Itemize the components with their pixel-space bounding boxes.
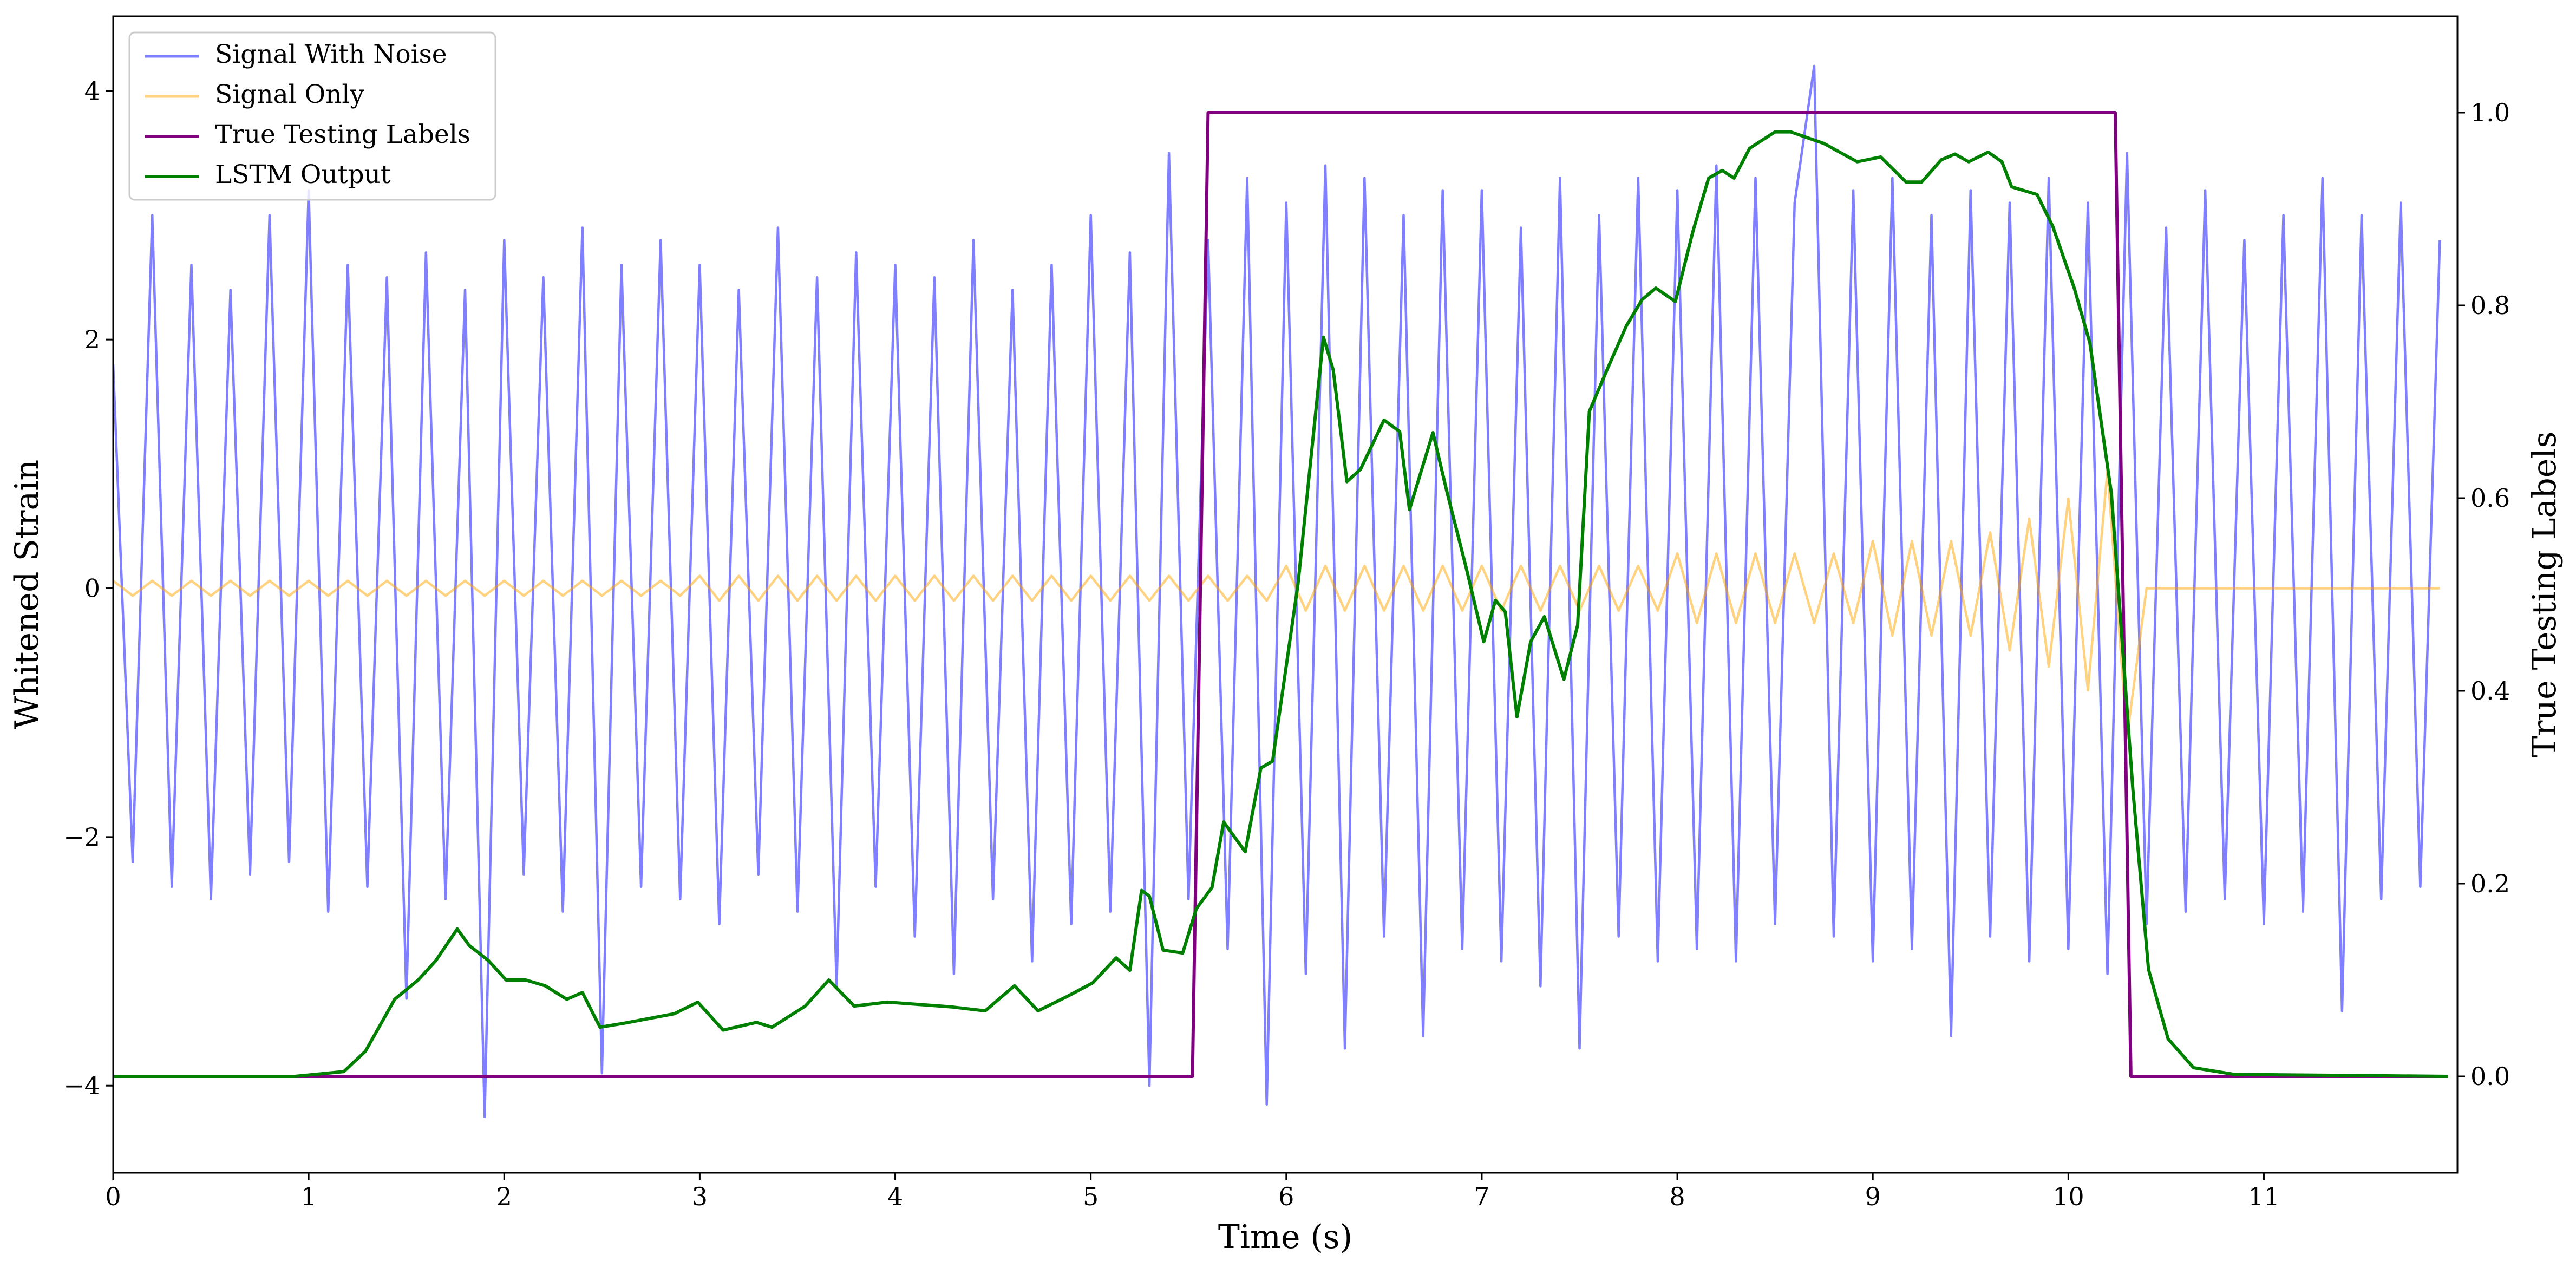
x-tick-label: 0 (105, 1182, 121, 1211)
series-line (113, 469, 2440, 739)
x-tick-label: 8 (1669, 1182, 1685, 1211)
plot-frame (112, 15, 2459, 1174)
legend-label: Signal Only (215, 80, 364, 109)
y2-tick-label: 0.2 (2470, 869, 2510, 898)
x-tick-label: 6 (1278, 1182, 1294, 1211)
x-tick-label: 2 (496, 1182, 512, 1211)
x-tick-label: 3 (692, 1182, 708, 1211)
legend-box (128, 31, 496, 201)
y-tick-label: 0 (84, 574, 100, 603)
y2-tick-label: 0.4 (2470, 676, 2510, 705)
legend-label: Signal With Noise (215, 40, 447, 69)
x-axis-label: Time (s) (1218, 1218, 1352, 1256)
y-tick-label: 2 (84, 325, 100, 354)
y-tick-label: −2 (63, 822, 100, 852)
x-tick-label: 11 (2248, 1182, 2280, 1211)
y2-tick-label: 1.0 (2470, 98, 2510, 127)
x-tick-label: 1 (300, 1182, 316, 1211)
y2-tick-label: 0.0 (2470, 1062, 2510, 1091)
legend-label: True Testing Labels (215, 120, 470, 149)
x-tick-label: 4 (887, 1182, 903, 1211)
x-tick-label: 5 (1083, 1182, 1099, 1211)
y-axis-label: Whitened Strain (8, 460, 46, 729)
series-line (113, 64, 2441, 1118)
y2-tick-label: 0.8 (2470, 291, 2510, 320)
y2-axis-label: True Testing Labels (2526, 432, 2564, 758)
x-tick-label: 9 (1865, 1182, 1881, 1211)
y-tick-label: −4 (63, 1071, 100, 1100)
y-tick-label: 4 (84, 76, 100, 106)
x-tick-label: 10 (2052, 1182, 2084, 1211)
series-line (113, 130, 2448, 1078)
series-line (113, 111, 2448, 1078)
y2-tick-label: 0.6 (2470, 484, 2510, 513)
legend-label: LSTM Output (215, 160, 391, 190)
x-tick-label: 7 (1474, 1182, 1489, 1211)
